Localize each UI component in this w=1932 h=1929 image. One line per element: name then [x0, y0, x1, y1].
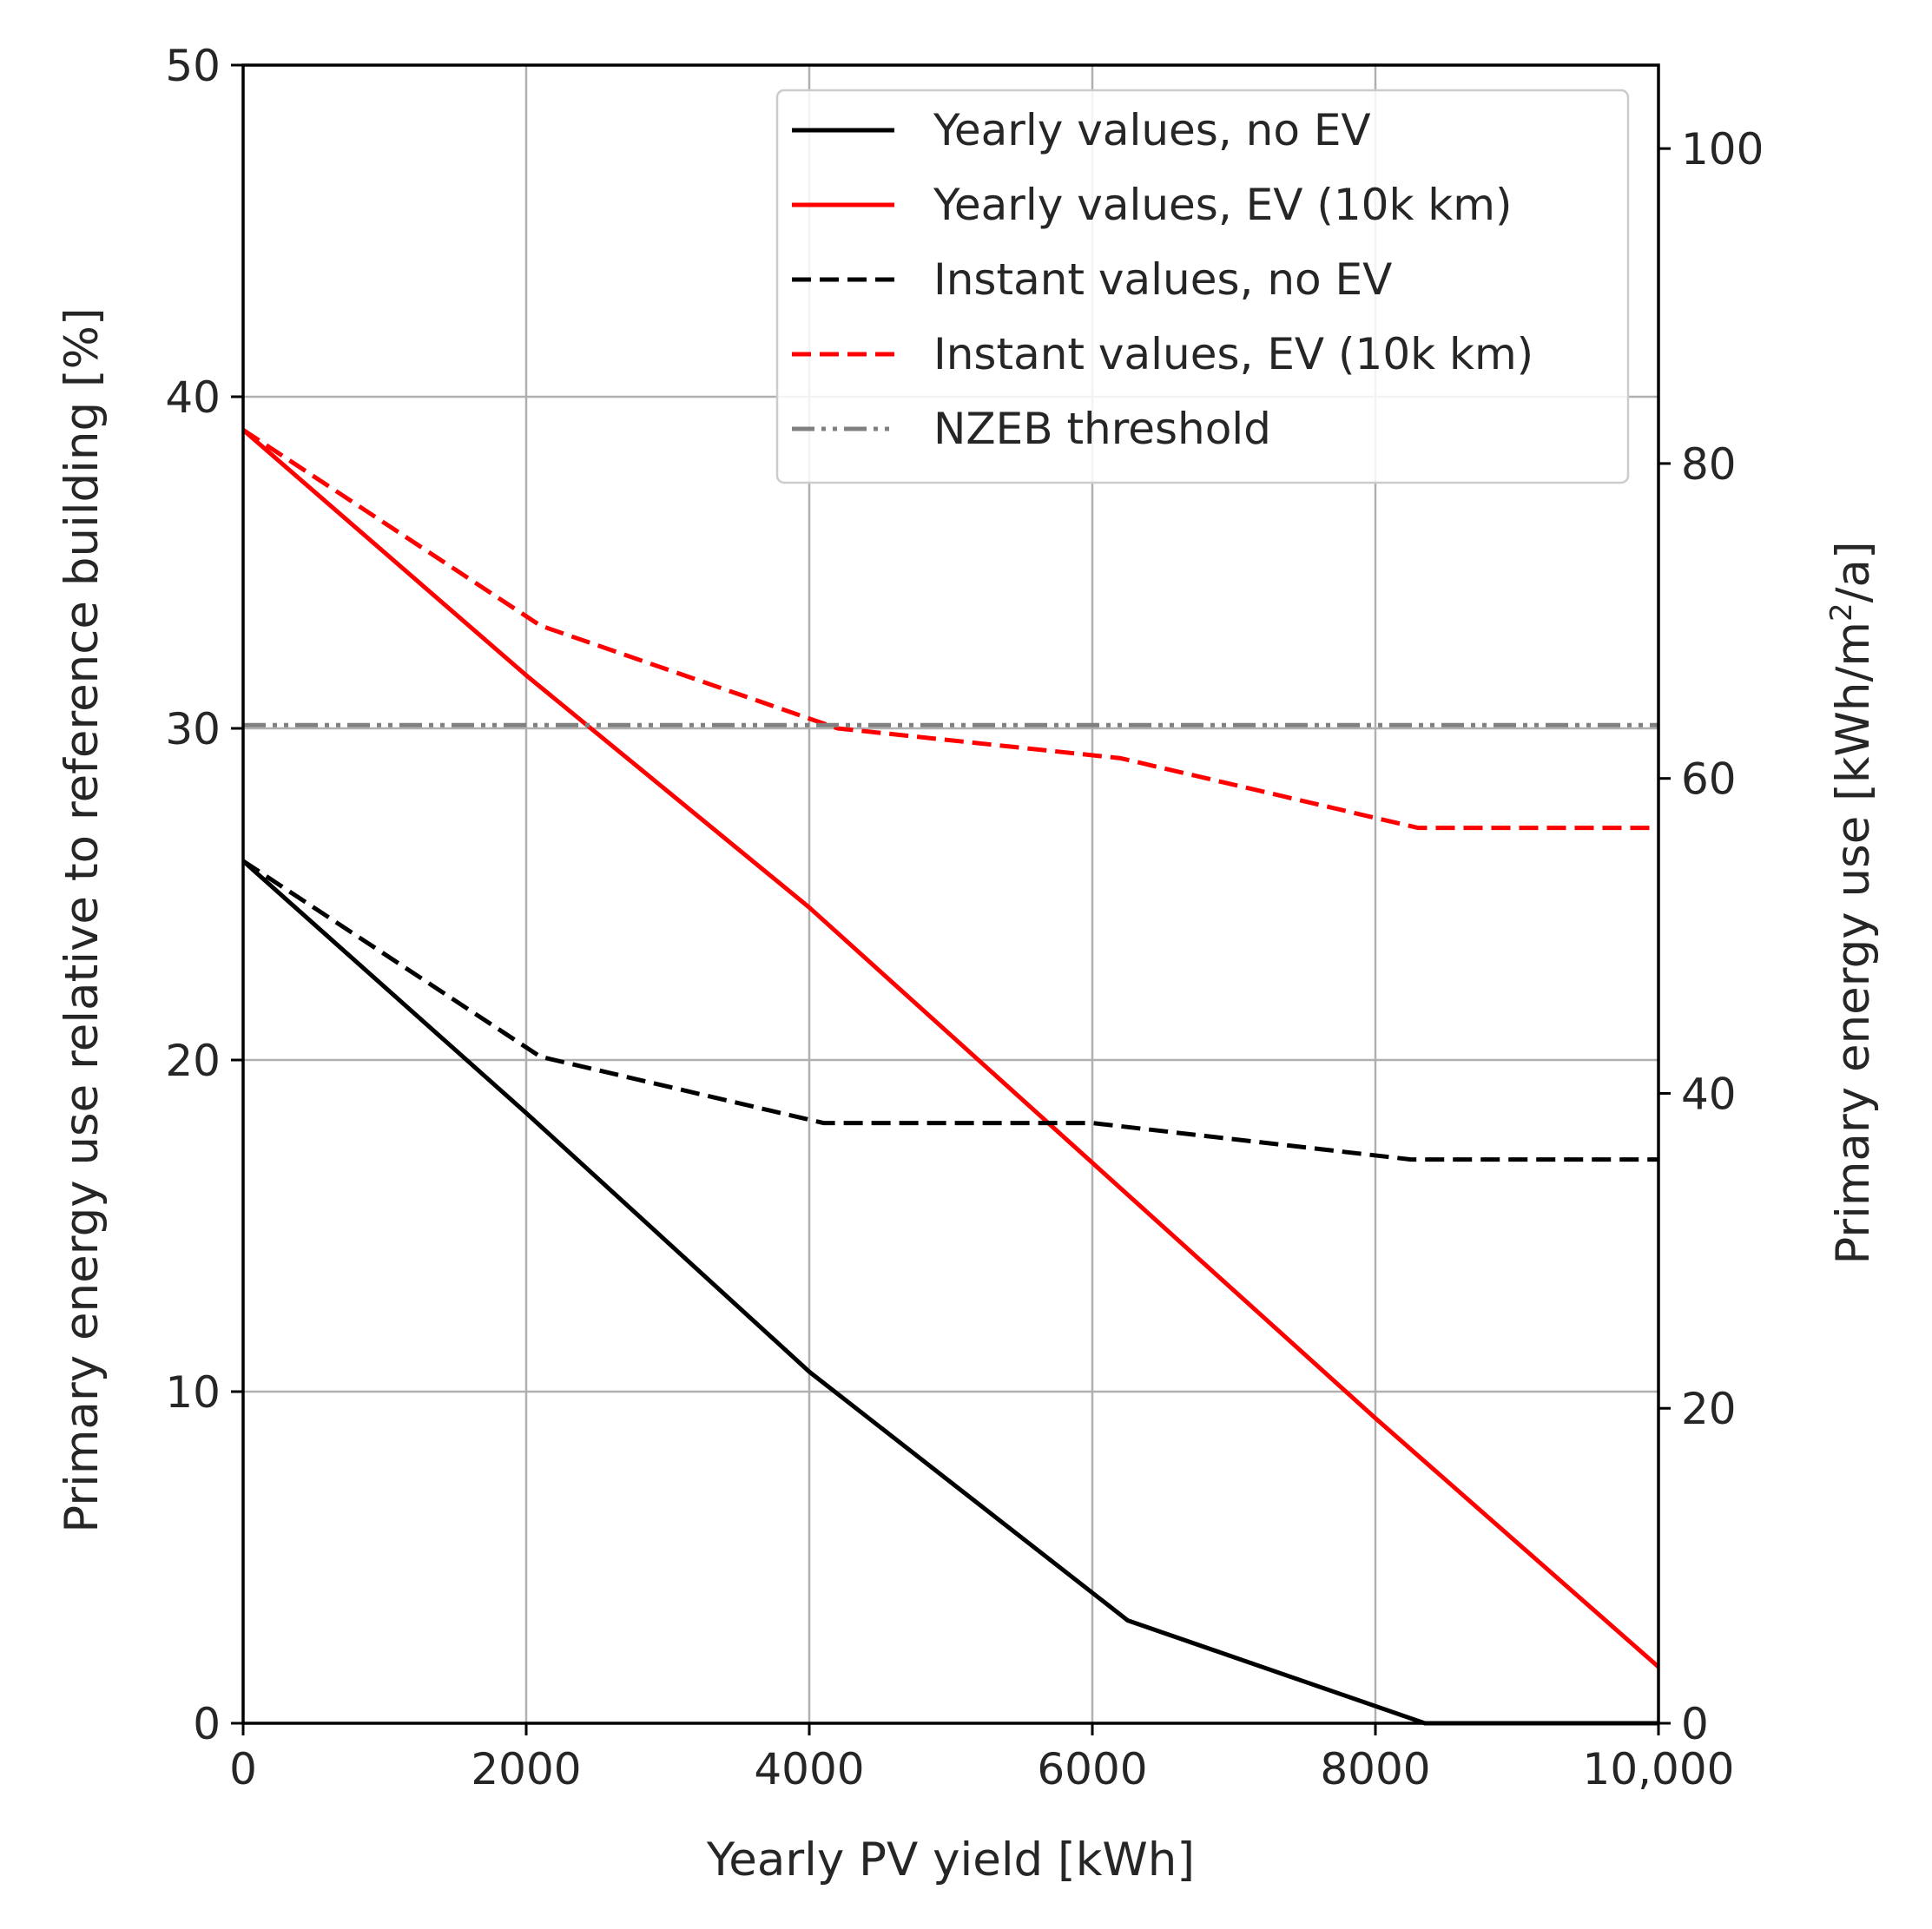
axis-ticks: 0 2000 4000 6000 8000 10,00001020304050020406… — [165, 41, 1764, 1794]
y-right-tick-label: 40 — [1681, 1069, 1737, 1119]
y-axis-title: Primary energy use relative to reference… — [56, 307, 109, 1532]
x-tick-label: 0 — [229, 1744, 257, 1794]
series-line-2 — [241, 859, 1658, 1162]
y-right-axis-title-sup: 2 — [1824, 602, 1859, 622]
x-axis-title: Yearly PV yield [kWh] — [706, 1834, 1195, 1886]
y-tick-label: 40 — [165, 372, 221, 423]
y-right-tick-label: 60 — [1681, 754, 1737, 805]
x-tick-label: 4000 — [754, 1744, 864, 1794]
legend-label-0: Yearly values, no EV — [933, 105, 1371, 155]
series-line-1 — [241, 428, 1660, 1669]
legend-label-3: Instant values, EV (10k km) — [933, 329, 1533, 379]
y-tick-label: 30 — [165, 704, 221, 754]
y-right-axis-title: Primary energy use [kWh/m2/a] — [1824, 541, 1880, 1264]
y-right-tick-label: 80 — [1681, 439, 1737, 490]
x-tick-label: 2000 — [471, 1744, 581, 1794]
y-tick-label: 20 — [165, 1036, 221, 1086]
legend-box — [775, 89, 1630, 484]
plot-frame — [241, 63, 1660, 1725]
y-tick-label: 10 — [165, 1367, 221, 1418]
y-right-axis-title-main: Primary energy use [kWh/m — [1827, 622, 1880, 1265]
y-tick-label: 50 — [165, 41, 221, 91]
series-line-3 — [241, 428, 1658, 831]
x-tick-label: 10,000 — [1583, 1744, 1735, 1794]
y-tick-label: 0 — [193, 1699, 221, 1749]
x-tick-label: 6000 — [1037, 1744, 1147, 1794]
y-right-tick-label: 20 — [1681, 1384, 1737, 1434]
y-right-tick-label: 100 — [1681, 124, 1764, 174]
y-right-tick-label: 0 — [1681, 1699, 1709, 1749]
legend-label-4: NZEB threshold — [933, 404, 1271, 454]
axis-labels: Yearly PV yield [kWh] Primary energy use … — [56, 307, 1880, 1886]
series-line-0 — [241, 859, 1658, 1726]
legend-label-2: Instant values, no EV — [933, 254, 1392, 305]
legend: Yearly values, no EV Yearly values, EV (1… — [775, 89, 1630, 484]
legend-label-1: Yearly values, EV (10k km) — [933, 180, 1512, 230]
y-right-axis-title-end: /a] — [1827, 541, 1880, 602]
x-tick-label: 8000 — [1320, 1744, 1430, 1794]
series-lines — [241, 428, 1660, 1726]
